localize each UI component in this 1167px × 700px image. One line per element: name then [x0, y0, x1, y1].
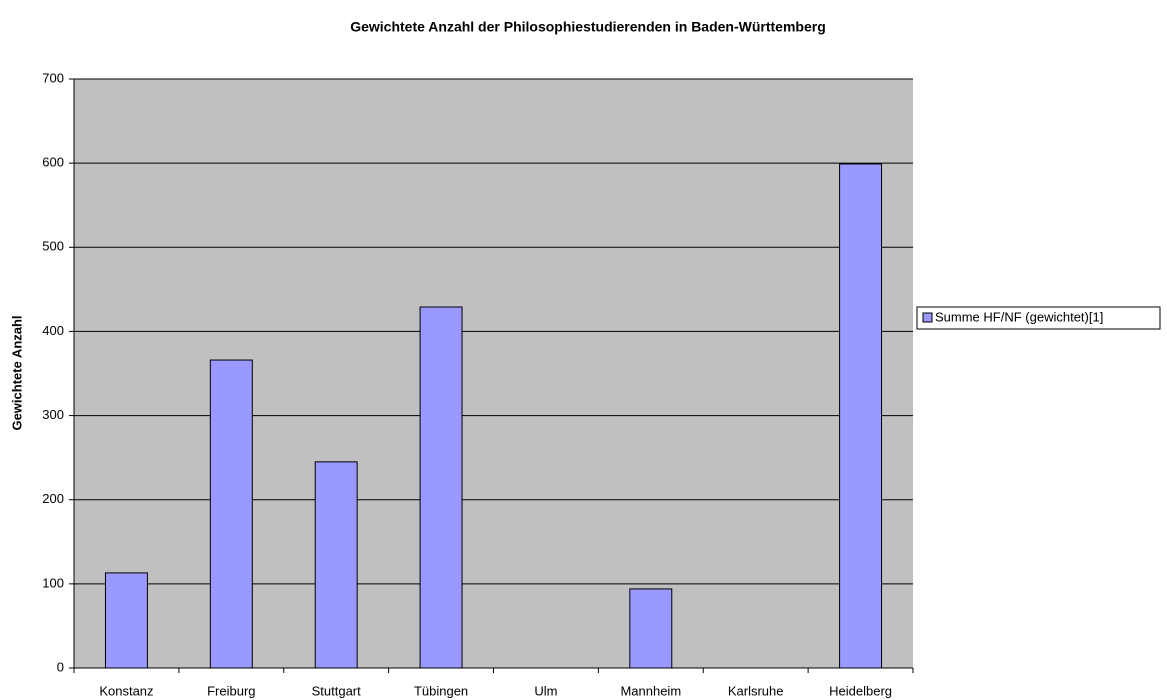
- x-tick-label: Ulm: [534, 683, 557, 698]
- bar: [209, 359, 253, 669]
- bar: [839, 163, 883, 669]
- y-tick-label: 500: [42, 239, 64, 254]
- y-tick-label: 200: [42, 491, 64, 506]
- plot-area: [74, 79, 913, 668]
- bar: [104, 572, 148, 669]
- x-tick-label: Tübingen: [414, 683, 468, 698]
- legend-swatch: [922, 312, 933, 323]
- y-tick-label: 400: [42, 323, 64, 338]
- y-tick-label: 600: [42, 155, 64, 170]
- chart-title: Gewichtete Anzahl der Philosophiestudier…: [350, 19, 826, 35]
- y-tick-label: 100: [42, 575, 64, 590]
- x-tick-label: Karlsruhe: [728, 683, 784, 698]
- x-tick-label: Mannheim: [620, 683, 681, 698]
- bar: [419, 306, 463, 669]
- y-axis-label: Gewichtete Anzahl: [9, 315, 24, 430]
- x-tick-label: Stuttgart: [312, 683, 362, 698]
- x-tick-label: Konstanz: [99, 683, 153, 698]
- bar: [314, 461, 358, 669]
- x-tick-label: Heidelberg: [829, 683, 892, 698]
- legend-box: [916, 306, 1161, 330]
- y-tick-label: 300: [42, 407, 64, 422]
- y-tick-label: 0: [57, 659, 64, 674]
- x-tick-label: Freiburg: [207, 683, 255, 698]
- y-tick-label: 700: [42, 70, 64, 85]
- bar: [629, 588, 673, 669]
- legend-label: Summe HF/NF (gewichtet)[1]: [935, 309, 1103, 324]
